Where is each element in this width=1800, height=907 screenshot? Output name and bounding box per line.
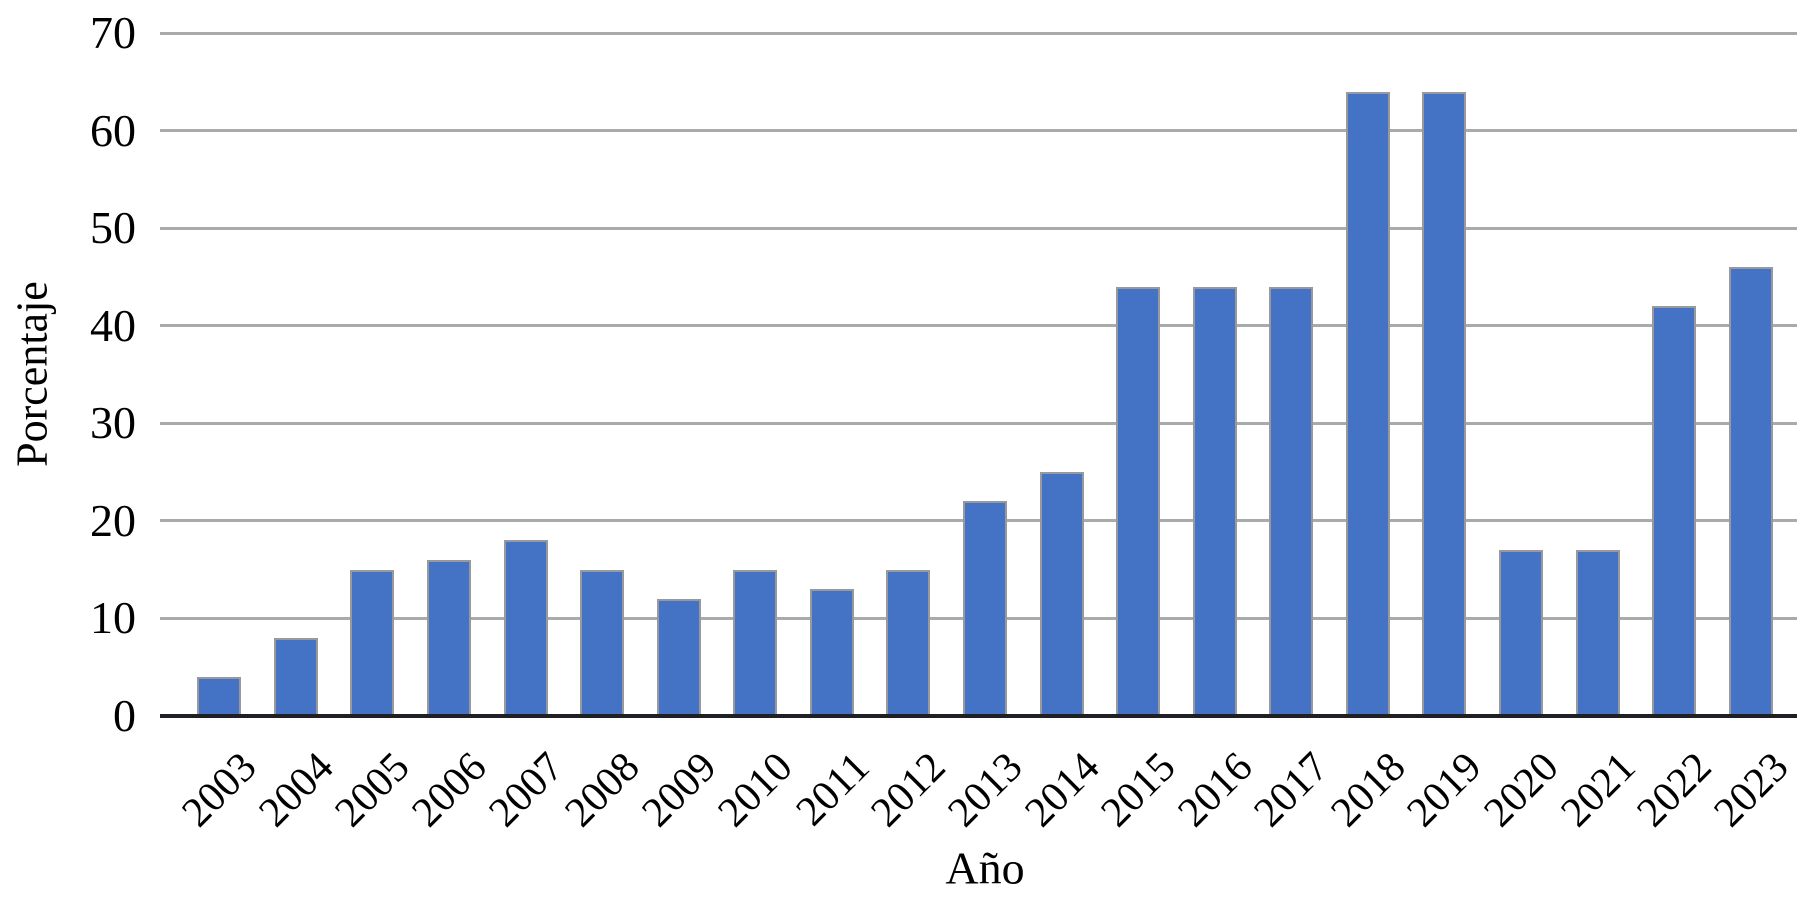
bar-2004 xyxy=(273,637,318,716)
y-tick-label-30: 30 xyxy=(90,397,136,449)
gridline-50 xyxy=(160,226,1797,230)
bar-2012 xyxy=(886,569,931,716)
x-tick-label-2007: 2007 xyxy=(480,744,573,836)
y-tick-label-10: 10 xyxy=(90,592,136,644)
x-tick-label-2020: 2020 xyxy=(1475,744,1568,836)
x-tick-label-2018: 2018 xyxy=(1322,744,1415,836)
bar-2017 xyxy=(1269,286,1314,716)
bar-2005 xyxy=(350,569,395,716)
x-tick-label-2021: 2021 xyxy=(1552,744,1645,836)
bar-2003 xyxy=(197,676,242,716)
bar-2006 xyxy=(427,559,471,716)
x-tick-label-2014: 2014 xyxy=(1016,744,1109,836)
bar-2007 xyxy=(503,540,548,716)
x-tick-label-2023: 2023 xyxy=(1705,744,1798,836)
x-tick-label-2004: 2004 xyxy=(250,744,343,836)
x-tick-label-2012: 2012 xyxy=(863,744,955,836)
y-tick-label-60: 60 xyxy=(90,104,136,156)
x-tick-label-2009: 2009 xyxy=(633,744,726,836)
y-tick-label-40: 40 xyxy=(90,299,136,351)
x-tick-label-2003: 2003 xyxy=(173,744,266,836)
x-tick-label-2006: 2006 xyxy=(403,744,496,836)
x-tick-label-2005: 2005 xyxy=(327,744,419,836)
bar-2008 xyxy=(580,569,625,716)
y-tick-label-50: 50 xyxy=(90,202,136,254)
bar-2014 xyxy=(1039,472,1084,716)
x-tick-label-2019: 2019 xyxy=(1399,744,1491,836)
x-tick-label-2022: 2022 xyxy=(1628,744,1721,836)
bar-2018 xyxy=(1345,91,1390,716)
x-tick-label-2015: 2015 xyxy=(1092,744,1185,836)
bar-2015 xyxy=(1116,286,1161,716)
y-tick-label-70: 70 xyxy=(90,7,136,58)
bar-2013 xyxy=(963,501,1007,716)
x-axis-line xyxy=(160,714,1797,718)
gridline-40 xyxy=(160,324,1797,328)
bar-2019 xyxy=(1422,91,1467,716)
bar-2021 xyxy=(1575,550,1620,716)
bar-2011 xyxy=(809,589,854,716)
bar-2020 xyxy=(1499,550,1543,716)
x-tick-label-2011: 2011 xyxy=(787,744,879,835)
x-tick-label-2017: 2017 xyxy=(1245,744,1338,836)
gridline-60 xyxy=(160,129,1797,133)
gridline-30 xyxy=(160,421,1797,425)
x-tick-label-2016: 2016 xyxy=(1169,744,1262,836)
bar-2016 xyxy=(1192,286,1237,716)
y-tick-label-20: 20 xyxy=(90,494,136,546)
x-axis-title: Año xyxy=(945,842,1025,894)
bar-2010 xyxy=(733,569,778,716)
bar-2023 xyxy=(1728,267,1773,716)
bar-2009 xyxy=(656,598,701,716)
bar-2022 xyxy=(1652,306,1697,716)
x-tick-label-2010: 2010 xyxy=(709,744,802,836)
gridline-70 xyxy=(160,31,1797,35)
y-tick-label-0: 0 xyxy=(113,690,136,741)
x-tick-label-2008: 2008 xyxy=(556,744,649,836)
x-tick-label-2013: 2013 xyxy=(939,744,1032,836)
